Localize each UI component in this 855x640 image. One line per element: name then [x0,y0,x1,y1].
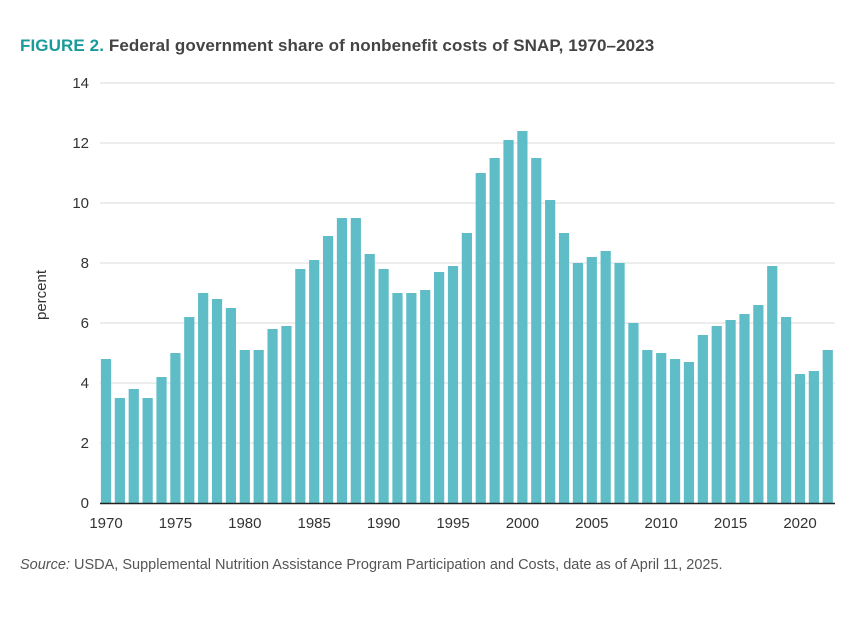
bar-2011 [669,359,681,503]
bar-1997 [475,173,486,503]
bar-1974 [156,377,167,503]
x-tick-label: 1990 [367,515,400,532]
y-tick-label: 10 [72,195,89,212]
y-tick-label: 8 [81,255,89,272]
bar-1993 [420,290,431,503]
bar-1990 [378,269,389,503]
x-tick-label: 2020 [783,515,816,532]
bar-2008 [628,323,639,503]
source-text: USDA, Supplemental Nutrition Assistance … [69,557,723,573]
bar-1986 [322,236,334,503]
bar-1994 [434,272,445,503]
bar-1983 [281,326,292,503]
bar-2021 [808,371,819,503]
bar-1972 [128,389,139,503]
bar-1998 [489,158,500,503]
bar-1996 [461,233,472,503]
y-tick-label: 2 [81,435,89,452]
figure-title-text: Federal government share of nonbenefit c… [108,36,655,55]
bar-2019 [781,317,792,503]
figure-number: FIGURE 2. [20,36,105,55]
bar-1985 [309,260,320,503]
chart-title: FIGURE 2. Federal government share of no… [20,36,654,56]
y-tick-label: 4 [81,375,89,392]
x-tick-label: 1980 [228,515,261,532]
bar-1981 [253,350,264,503]
source-label: Source: [20,557,70,573]
bar-2002 [545,200,556,503]
bar-2003 [558,233,570,503]
bar-2009 [642,350,653,503]
bar-chart: 0 2 4 6 8 10 12 14 1970 1975 1980 1985 1990 1995 2000 2… [33,75,835,532]
bar-2007 [614,263,625,503]
x-tick-label: 2010 [645,515,678,532]
bar-1992 [406,293,417,503]
y-tick-label: 14 [72,75,89,92]
bar-1995 [447,266,459,503]
bar-2005 [586,257,597,503]
bar-1970 [100,359,112,503]
bar-1989 [364,254,375,503]
bar-2012 [683,362,695,503]
x-tick-label: 1975 [159,515,192,532]
bar-2004 [572,263,584,503]
x-tick-label: 1995 [436,515,469,532]
bar-2018 [767,266,778,503]
bar-1988 [350,218,361,503]
bar-2020 [794,374,806,503]
bar-1977 [198,293,209,503]
bar-2017 [753,305,764,503]
bar-1976 [184,317,195,503]
bar-2016 [739,314,750,503]
bar-1980 [239,350,250,503]
y-tick-label: 12 [72,135,89,152]
bar-1991 [392,293,403,503]
bar-2001 [531,158,542,503]
bar-2010 [656,353,667,503]
bar-2006 [600,251,611,503]
x-tick-label: 1970 [89,515,122,532]
bar-2015 [725,320,736,503]
bar-2022 [822,350,833,503]
x-tick-label: 2005 [575,515,608,532]
x-tick-label: 2015 [714,515,747,532]
bar-1999 [503,140,514,503]
y-axis-label: percent [33,269,50,320]
y-tick-label: 0 [81,495,89,512]
bar-1978 [211,299,223,503]
source-note: Source: USDA, Supplemental Nutrition Ass… [20,557,723,573]
bar-1984 [295,269,306,503]
x-tick-label: 2000 [506,515,539,532]
bar-2014 [711,326,722,503]
bar-1979 [225,308,237,503]
bar-2013 [697,335,708,503]
bar-1973 [142,398,153,503]
y-tick-label: 6 [81,315,89,332]
bar-1987 [336,218,348,503]
bar-2000 [517,131,528,503]
bar-1971 [114,398,125,503]
bar-1982 [267,329,278,503]
x-tick-label: 1985 [298,515,331,532]
bar-1975 [170,353,181,503]
